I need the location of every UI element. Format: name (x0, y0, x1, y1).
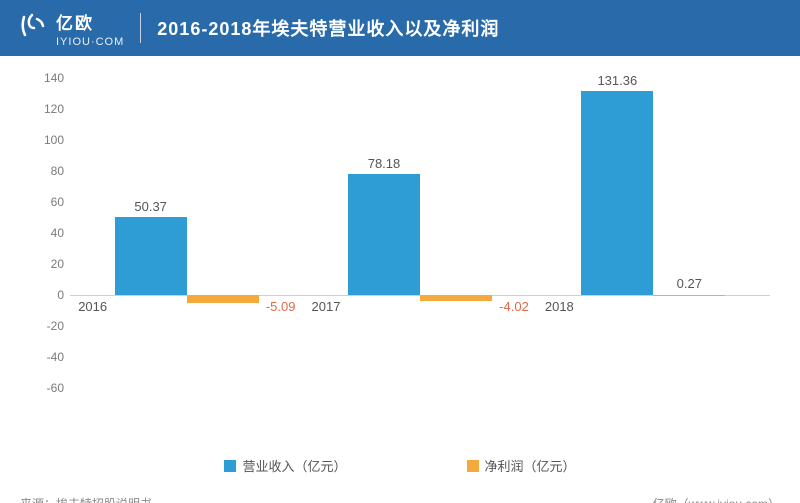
revenue-bar (348, 174, 420, 295)
revenue-bar (581, 91, 653, 295)
legend-swatch (224, 460, 236, 472)
header-bar: 亿欧 IYIOU·COM 2016-2018年埃夫特营业收入以及净利润 (0, 0, 800, 56)
logo-icon (18, 13, 48, 43)
revenue-value-label: 50.37 (134, 199, 167, 214)
y-tick-label: 0 (20, 288, 64, 302)
y-tick-label: -20 (20, 319, 64, 333)
y-tick-label: 140 (20, 71, 64, 85)
y-tick-label: -60 (20, 381, 64, 395)
header-divider (140, 13, 141, 43)
y-tick-label: 40 (20, 226, 64, 240)
legend-swatch (467, 460, 479, 472)
y-tick-label: 100 (20, 133, 64, 147)
legend-label: 营业收入（亿元） (242, 456, 346, 475)
source-label: 来源：埃夫特招股说明书 (20, 495, 152, 503)
footer: 来源：埃夫特招股说明书 亿欧（www.iyiou.com） (0, 495, 800, 503)
revenue-bar (115, 217, 187, 295)
legend-label: 净利润（亿元） (485, 456, 576, 475)
revenue-value-label: 78.18 (368, 156, 401, 171)
brand-name: 亿欧 (56, 9, 124, 34)
profit-bar (187, 295, 259, 303)
revenue-value-label: 131.36 (597, 73, 637, 88)
category-label: 2016 (78, 299, 107, 314)
legend-item: 净利润（亿元） (467, 456, 576, 475)
logo-text-wrap: 亿欧 IYIOU·COM (56, 9, 124, 48)
chart: -60 -40 -20 0 20 40 60 80 100 120 140 50.37 -5.09 201… (20, 68, 780, 428)
y-tick-label: -40 (20, 350, 64, 364)
logo: 亿欧 IYIOU·COM (18, 9, 124, 48)
profit-value-label: 0.27 (677, 276, 702, 291)
category-label: 2018 (545, 299, 574, 314)
footer-right: 亿欧（www.iyiou.com） (653, 495, 780, 503)
profit-value-label: -4.02 (499, 299, 529, 314)
legend-item: 营业收入（亿元） (224, 456, 346, 475)
y-tick-label: 80 (20, 164, 64, 178)
y-tick-label: 120 (20, 102, 64, 116)
category-label: 2017 (312, 299, 341, 314)
profit-value-label: -5.09 (266, 299, 296, 314)
y-tick-label: 60 (20, 195, 64, 209)
y-tick-label: 20 (20, 257, 64, 271)
profit-bar (420, 295, 492, 301)
profit-bar (653, 295, 725, 296)
page-title: 2016-2018年埃夫特营业收入以及净利润 (157, 15, 499, 41)
brand-sub: IYIOU·COM (56, 36, 124, 48)
legend: 营业收入（亿元） 净利润（亿元） (0, 456, 800, 475)
